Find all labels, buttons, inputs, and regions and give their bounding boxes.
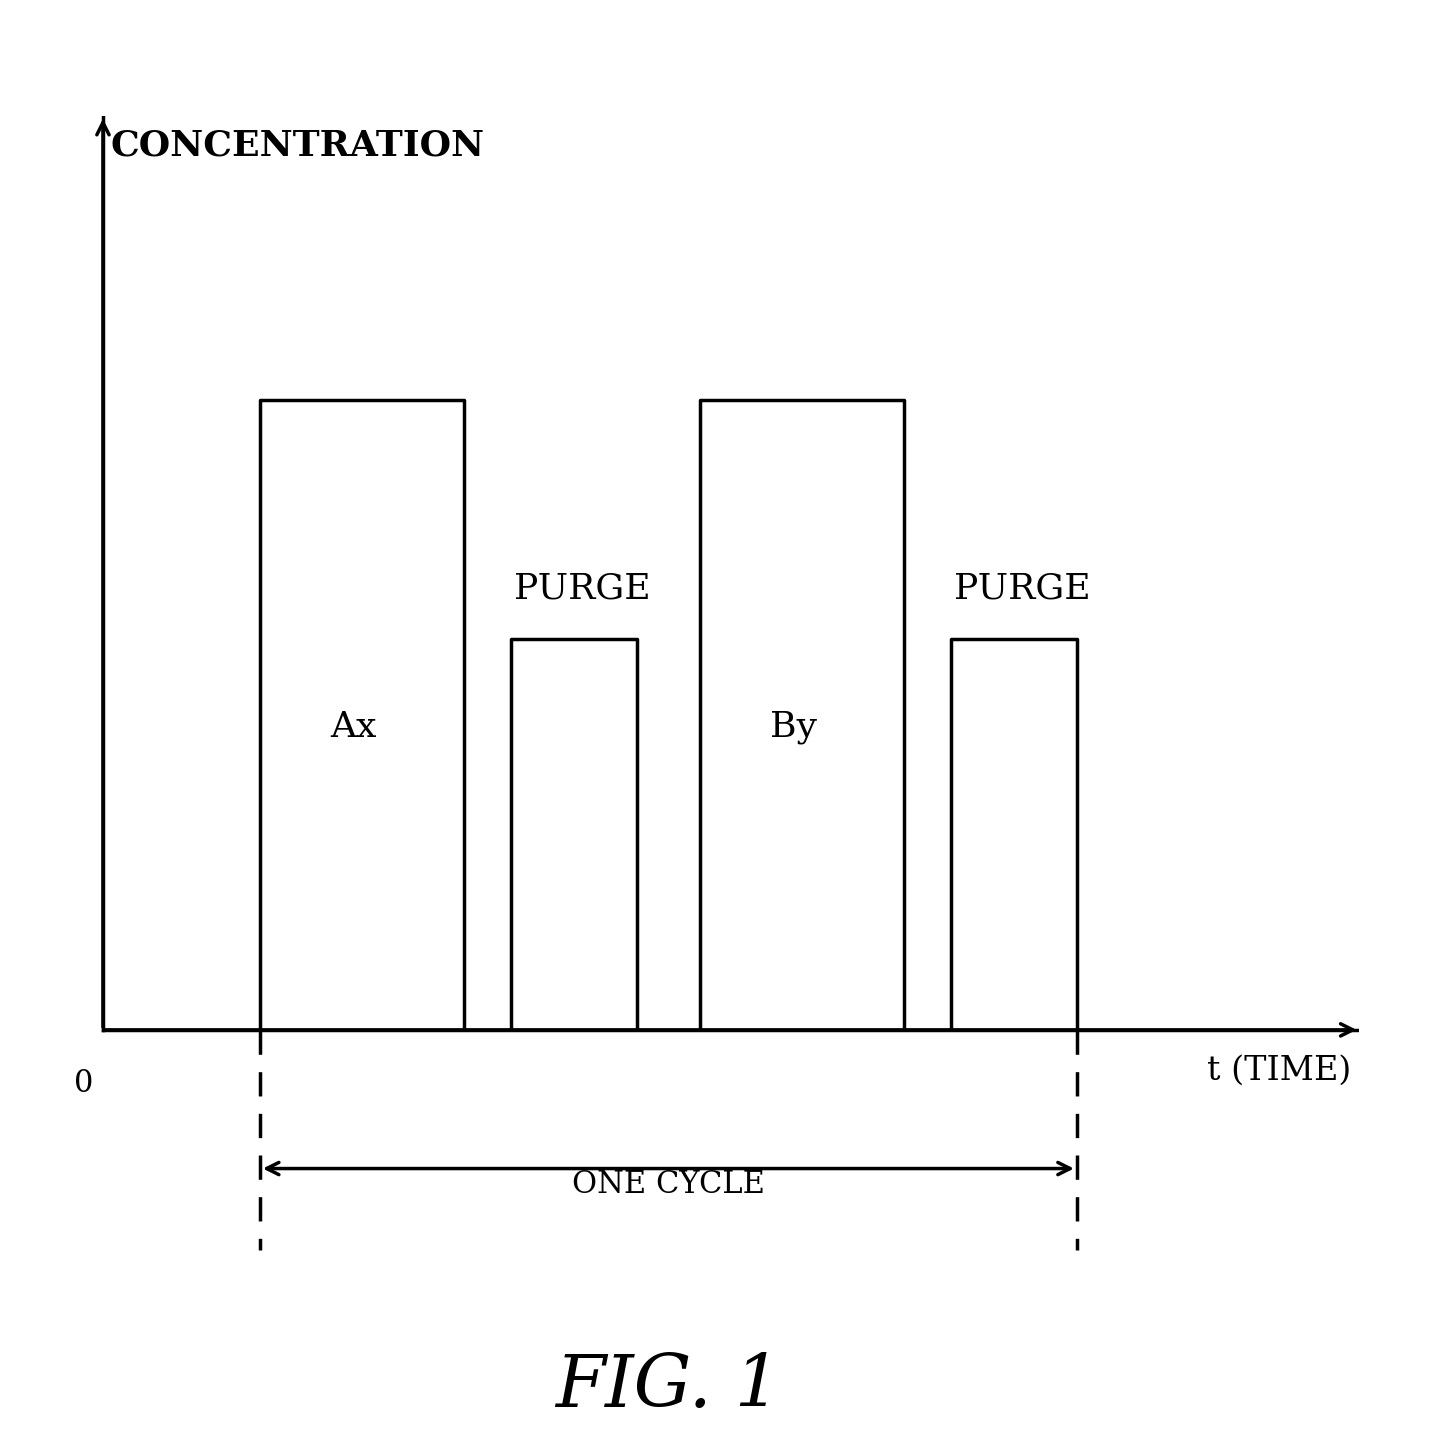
Text: By: By (770, 710, 817, 745)
Text: 0: 0 (74, 1068, 94, 1098)
Text: CONCENTRATION: CONCENTRATION (110, 129, 485, 162)
Text: PURGE: PURGE (515, 572, 651, 606)
Text: PURGE: PURGE (954, 572, 1090, 606)
Text: ONE CYCLE: ONE CYCLE (572, 1168, 766, 1200)
Text: FIG. 1: FIG. 1 (555, 1352, 781, 1421)
Text: Ax: Ax (331, 710, 378, 745)
Text: t (TIME): t (TIME) (1208, 1055, 1352, 1087)
